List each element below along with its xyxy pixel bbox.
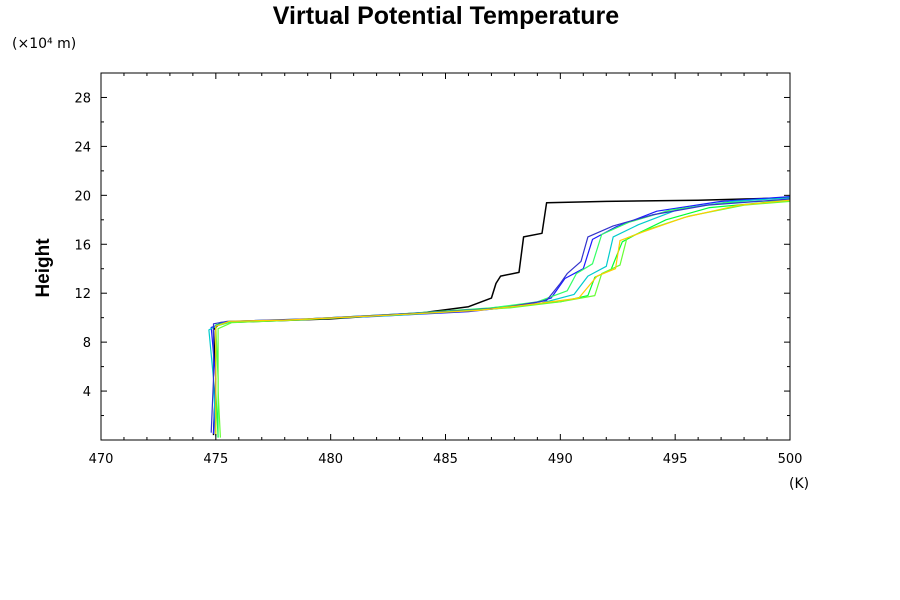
y-axis-label: Height <box>33 238 54 298</box>
plot-frame <box>100 72 791 441</box>
series-layer <box>208 196 791 438</box>
y-tick-label: 4 <box>83 385 91 400</box>
series-line <box>210 198 791 433</box>
y-tick-label: 12 <box>74 287 91 302</box>
x-tick-label: 490 <box>548 452 573 467</box>
series-line <box>210 196 791 434</box>
axes-layer: 470 475 480 485 490 495 500 4 8 12 16 20 24 28 <box>74 72 803 467</box>
y-tick-label: 28 <box>74 91 91 106</box>
x-unit-label: (K) <box>789 476 809 492</box>
y-unit-label: (×10⁴ m) <box>12 36 76 52</box>
x-tick-label: 485 <box>433 452 458 467</box>
series-line <box>212 197 791 436</box>
x-tick-label: 500 <box>778 452 803 467</box>
series-line <box>208 197 791 437</box>
y-tick-label: 8 <box>83 336 91 351</box>
y-tick-label: 20 <box>74 189 91 204</box>
x-tick-label: 475 <box>203 452 228 467</box>
chart-title: Virtual Potential Temperature <box>273 2 619 30</box>
x-tick-label: 495 <box>663 452 688 467</box>
x-tick-label: 480 <box>318 452 343 467</box>
series-line <box>215 199 791 437</box>
y-tick-label: 16 <box>74 238 91 253</box>
x-tick-label: 470 <box>89 452 114 467</box>
y-tick-label: 24 <box>74 140 91 155</box>
series-line <box>215 199 791 436</box>
